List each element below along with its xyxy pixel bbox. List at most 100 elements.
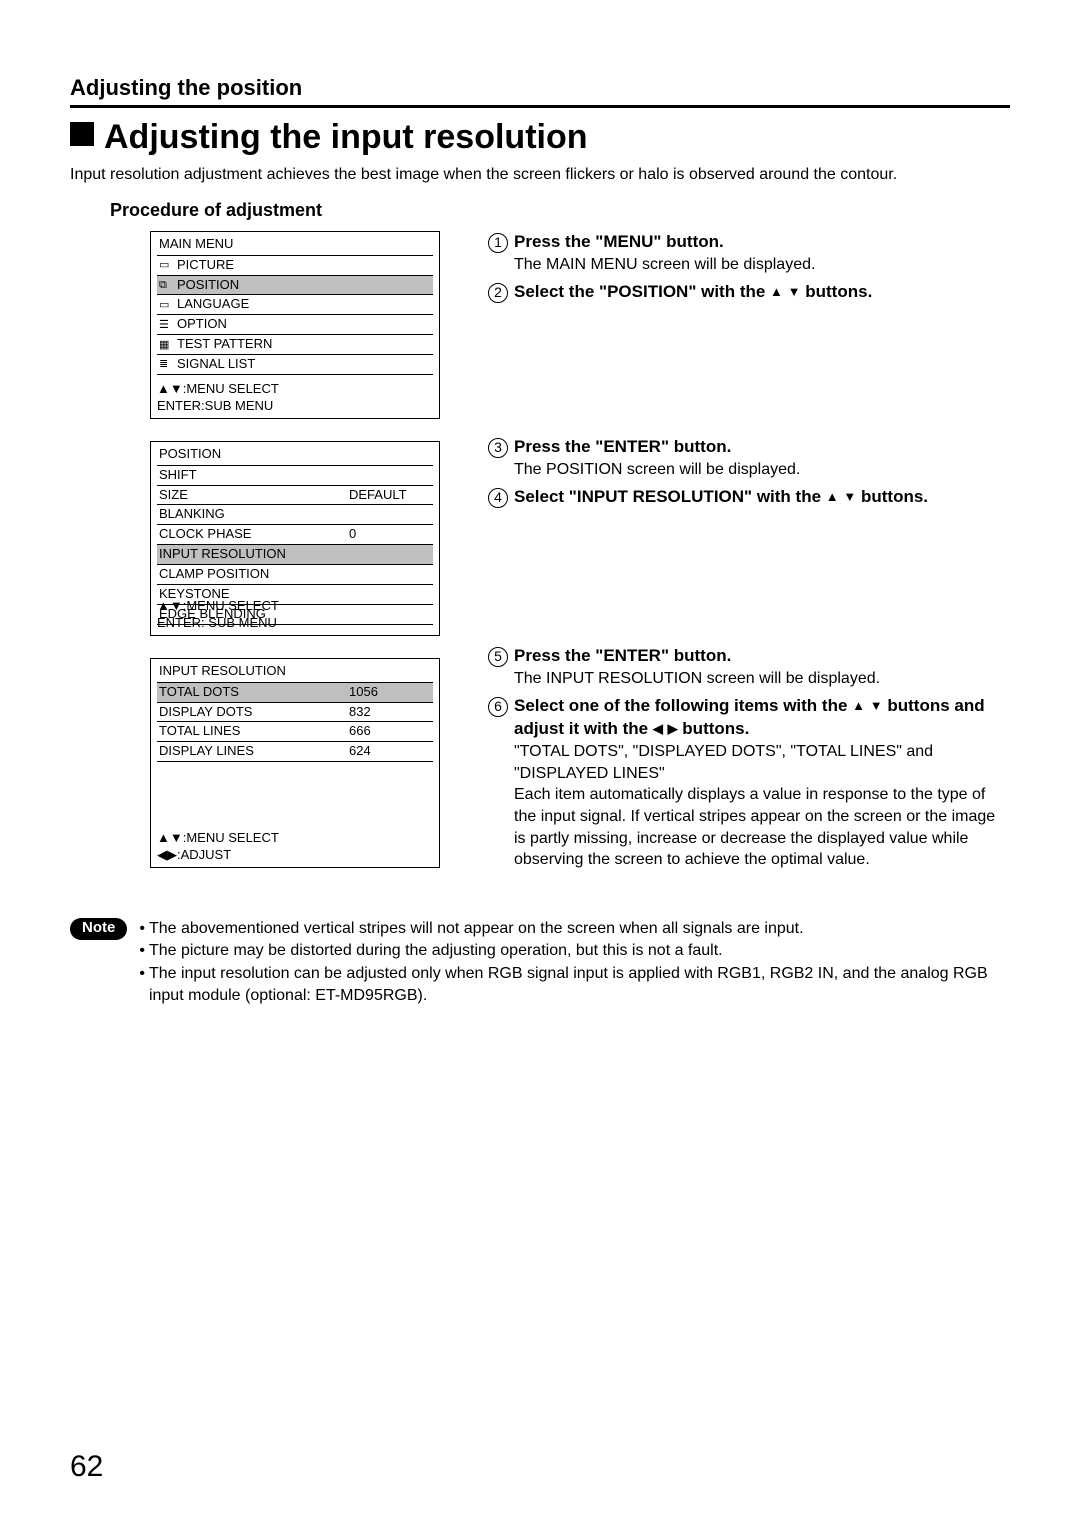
menu-item-label: SIZE xyxy=(159,487,349,504)
input-res-footer1: ▲▼:MENU SELECT xyxy=(157,830,279,846)
menu-item-label: TOTAL DOTS xyxy=(159,684,349,701)
menu-item-label: TOTAL LINES xyxy=(159,723,349,740)
up-icon: ▲ xyxy=(826,489,839,504)
menu-item-icon: ▦ xyxy=(159,338,177,352)
menu-item-value: 832 xyxy=(349,704,429,721)
menu-item-icon: ▭ xyxy=(159,298,177,312)
intro-text: Input resolution adjustment achieves the… xyxy=(70,165,1010,186)
position-menu-footer2: ENTER: SUB MENU xyxy=(157,615,279,631)
menu-row: INPUT RESOLUTION xyxy=(157,544,433,565)
step-2-text-b: buttons. xyxy=(801,282,873,301)
step-5: 5 Press the "ENTER" button. The INPUT RE… xyxy=(488,645,1000,690)
step-4-text-b: buttons. xyxy=(856,487,928,506)
menu-row: ≣SIGNAL LIST xyxy=(157,354,433,375)
menu-item-label: SHIFT xyxy=(159,467,429,484)
menu-item-icon: ▭ xyxy=(159,258,177,272)
menu-item-icon: ⧉ xyxy=(159,278,177,292)
down-icon: ▼ xyxy=(870,698,883,713)
menu-item-value: DEFAULT xyxy=(349,487,429,504)
step-2-text-a: Select the "POSITION" with the xyxy=(514,282,770,301)
step-1-head: Press the "MENU" button. xyxy=(514,231,1000,254)
step-6-text-a: Select one of the following items with t… xyxy=(514,696,852,715)
up-icon: ▲ xyxy=(770,284,783,299)
step-3-sub: The POSITION screen will be displayed. xyxy=(514,459,1000,481)
menu-row: ▦TEST PATTERN xyxy=(157,334,433,355)
menu-row: TOTAL DOTS1056 xyxy=(157,682,433,703)
input-res-title: INPUT RESOLUTION xyxy=(157,663,433,680)
position-menu-title: POSITION xyxy=(157,446,433,463)
bullet-icon: • xyxy=(139,940,145,962)
menu-item-label: POSITION xyxy=(177,277,429,294)
step-number-icon: 3 xyxy=(488,438,508,458)
title-text: Adjusting the input resolution xyxy=(104,118,588,156)
step-6-sub1: "TOTAL DOTS", "DISPLAYED DOTS", "TOTAL L… xyxy=(514,741,1000,784)
bullet-icon: • xyxy=(139,918,145,940)
input-res-footer2: ◀▶:ADJUST xyxy=(157,847,279,863)
step-2-head: Select the "POSITION" with the ▲ ▼ butto… xyxy=(514,281,1000,304)
note-item: •The input resolution can be adjusted on… xyxy=(139,963,1010,1006)
menu-item-value: 0 xyxy=(349,526,429,543)
step-number-icon: 1 xyxy=(488,233,508,253)
step-6-head: Select one of the following items with t… xyxy=(514,695,1000,741)
input-res-menu-screenshot: INPUT RESOLUTION TOTAL DOTS1056DISPLAY D… xyxy=(150,658,440,868)
menu-item-label: OPTION xyxy=(177,316,429,333)
menu-item-label: INPUT RESOLUTION xyxy=(159,546,429,563)
menu-row: ▭LANGUAGE xyxy=(157,294,433,315)
note-text: The picture may be distorted during the … xyxy=(149,940,723,962)
menu-row: SHIFT xyxy=(157,465,433,486)
step-number-icon: 4 xyxy=(488,488,508,508)
down-icon: ▼ xyxy=(788,284,801,299)
menu-item-value: 666 xyxy=(349,723,429,740)
step-6-text-c: buttons. xyxy=(678,719,750,738)
menu-row: ☰OPTION xyxy=(157,314,433,335)
note-item: •The abovementioned vertical stripes wil… xyxy=(139,918,1010,940)
step-number-icon: 5 xyxy=(488,647,508,667)
menu-item-label: TEST PATTERN xyxy=(177,336,429,353)
menu-item-value: 1056 xyxy=(349,684,429,701)
bullet-icon: • xyxy=(139,963,145,1006)
menu-item-label: LANGUAGE xyxy=(177,296,429,313)
menu-item-label: SIGNAL LIST xyxy=(177,356,429,373)
main-menu-footer1: ▲▼:MENU SELECT xyxy=(157,381,279,397)
main-menu-footer2: ENTER:SUB MENU xyxy=(157,398,279,414)
note-badge: Note xyxy=(70,918,127,940)
left-icon: ◀ xyxy=(653,721,663,736)
menu-row: SIZEDEFAULT xyxy=(157,485,433,506)
main-menu-title: MAIN MENU xyxy=(157,236,433,253)
menu-item-label: BLANKING xyxy=(159,506,429,523)
menu-row: ▭PICTURE xyxy=(157,255,433,276)
menu-item-icon: ≣ xyxy=(159,357,177,371)
note-text: The input resolution can be adjusted onl… xyxy=(149,963,1010,1006)
menu-item-icon: ☰ xyxy=(159,318,177,332)
step-5-head: Press the "ENTER" button. xyxy=(514,645,1000,668)
step-2: 2 Select the "POSITION" with the ▲ ▼ but… xyxy=(488,281,1000,304)
menu-row: BLANKING xyxy=(157,504,433,525)
up-icon: ▲ xyxy=(852,698,865,713)
menu-row: DISPLAY LINES624 xyxy=(157,741,433,762)
menu-row: CLOCK PHASE0 xyxy=(157,524,433,545)
menu-item-value: 624 xyxy=(349,743,429,760)
step-4-head: Select "INPUT RESOLUTION" with the ▲ ▼ b… xyxy=(514,486,1000,509)
position-menu-screenshot: POSITION SHIFTSIZEDEFAULTBLANKINGCLOCK P… xyxy=(150,441,440,636)
page-title: Adjusting the input resolution xyxy=(70,118,1010,157)
notes-section: Note •The abovementioned vertical stripe… xyxy=(70,918,1010,1007)
note-item: •The picture may be distorted during the… xyxy=(139,940,1010,962)
position-menu-footer1: ▲▼:MENU SELECT xyxy=(157,598,279,614)
step-1-sub: The MAIN MENU screen will be displayed. xyxy=(514,254,1000,276)
breadcrumb: Adjusting the position xyxy=(70,75,1010,108)
step-6: 6 Select one of the following items with… xyxy=(488,695,1000,870)
menu-item-label: DISPLAY DOTS xyxy=(159,704,349,721)
step-number-icon: 2 xyxy=(488,283,508,303)
menu-item-label: DISPLAY LINES xyxy=(159,743,349,760)
menu-item-label: CLAMP POSITION xyxy=(159,566,429,583)
procedure-heading: Procedure of adjustment xyxy=(110,200,1010,221)
right-icon: ▶ xyxy=(668,721,678,736)
main-menu-screenshot: MAIN MENU ▭PICTURE⧉POSITION▭LANGUAGE☰OPT… xyxy=(150,231,440,419)
note-text: The abovementioned vertical stripes will… xyxy=(149,918,804,940)
step-6-sub2: Each item automatically displays a value… xyxy=(514,784,1000,870)
down-icon: ▼ xyxy=(843,489,856,504)
page-number: 62 xyxy=(70,1450,103,1484)
menu-item-label: PICTURE xyxy=(177,257,429,274)
title-bullet-icon xyxy=(70,122,94,146)
step-3: 3 Press the "ENTER" button. The POSITION… xyxy=(488,436,1000,481)
